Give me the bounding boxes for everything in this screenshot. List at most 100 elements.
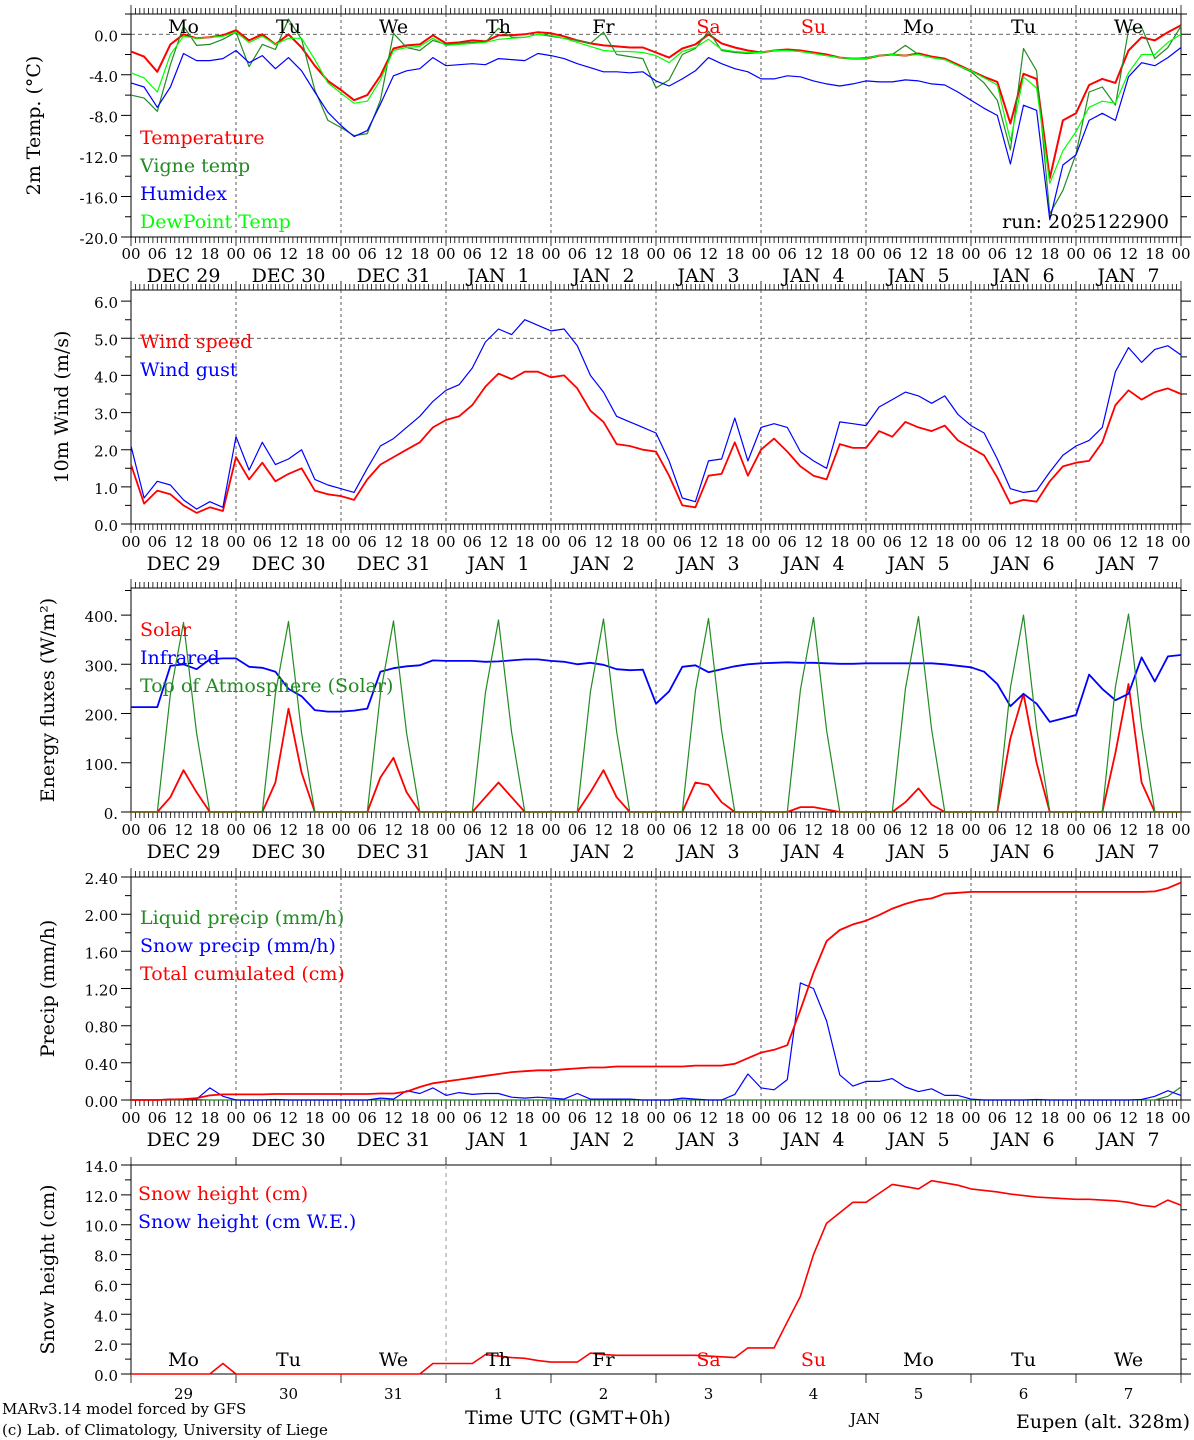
x-hour-label: 18 bbox=[1145, 245, 1164, 263]
x-date-label: JAN 5 bbox=[885, 265, 949, 287]
x-hour-label: 00 bbox=[856, 245, 875, 263]
panel-1 bbox=[121, 5, 1191, 246]
x-day-number: 29 bbox=[174, 1385, 193, 1403]
x-hour-label: 06 bbox=[673, 533, 692, 551]
legend-entry: Temperature bbox=[140, 127, 264, 149]
x-hour-label: 18 bbox=[725, 821, 744, 839]
weekday-label: Fr bbox=[592, 1349, 615, 1371]
x-date-label: JAN 6 bbox=[990, 265, 1054, 287]
x-date-label: JAN 3 bbox=[675, 841, 739, 863]
x-hour-label: 18 bbox=[1040, 821, 1059, 839]
x-hour-label: 18 bbox=[305, 821, 324, 839]
legend-entry: Infrared bbox=[140, 647, 220, 669]
y-tick-label: -12.0 bbox=[80, 149, 118, 167]
weekday-label: Tu bbox=[276, 16, 301, 38]
x-hour-label: 06 bbox=[1093, 533, 1112, 551]
x-hour-label: 06 bbox=[463, 821, 482, 839]
x-hour-label: 12 bbox=[594, 1109, 613, 1127]
x-hour-label: 06 bbox=[673, 1109, 692, 1127]
x-hour-label: 00 bbox=[226, 245, 245, 263]
time-ticks bbox=[130, 281, 1182, 533]
x-date-label: JAN 4 bbox=[780, 553, 844, 575]
x-hour-label: 12 bbox=[699, 1109, 718, 1127]
x-hour-label: 12 bbox=[804, 533, 823, 551]
x-hour-label: 18 bbox=[620, 533, 639, 551]
x-date-label: DEC 31 bbox=[357, 841, 431, 863]
y-tick-label: 0.0 bbox=[94, 517, 118, 535]
x-day-number: 4 bbox=[809, 1385, 819, 1403]
x-date-label: DEC 31 bbox=[357, 1129, 431, 1151]
x-hour-label: 06 bbox=[568, 533, 587, 551]
time-ticks bbox=[130, 868, 1182, 1109]
legend-entry: Snow height (cm) bbox=[138, 1183, 308, 1205]
x-hour-label: 18 bbox=[830, 533, 849, 551]
x-hour-label: 12 bbox=[1119, 245, 1138, 263]
x-hour-label: 12 bbox=[1014, 533, 1033, 551]
y-tick-label: 300. bbox=[85, 657, 118, 675]
y-axis-title: Precip (mm/h) bbox=[37, 920, 59, 1058]
weekday-label: Th bbox=[486, 16, 511, 38]
x-hour-label: 12 bbox=[804, 245, 823, 263]
x-hour-label: 00 bbox=[226, 533, 245, 551]
x-hour-label: 00 bbox=[751, 821, 770, 839]
y-ticks bbox=[121, 876, 1191, 1101]
y-tick-label: 200. bbox=[85, 707, 118, 725]
y-tick-label: 0. bbox=[104, 805, 118, 823]
x-hour-label: 18 bbox=[200, 821, 219, 839]
x-hour-label: 12 bbox=[804, 1109, 823, 1127]
x-hour-label: 12 bbox=[909, 533, 928, 551]
x-date-label: DEC 30 bbox=[252, 841, 326, 863]
x-hour-label: 00 bbox=[646, 533, 665, 551]
x-hour-label: 06 bbox=[568, 821, 587, 839]
x-date-label: JAN 1 bbox=[465, 265, 529, 287]
x-hour-label: 18 bbox=[1040, 245, 1059, 263]
y-axis-title: Energy fluxes (W/m²) bbox=[37, 598, 59, 802]
weekday-label: Th bbox=[486, 1349, 511, 1371]
y-tick-label: 6.0 bbox=[94, 294, 118, 312]
time-ticks bbox=[130, 5, 1182, 246]
x-hour-label: 06 bbox=[883, 533, 902, 551]
y-tick-label: 1.20 bbox=[85, 982, 118, 1000]
x-date-label: DEC 29 bbox=[147, 841, 221, 863]
x-date-label: JAN 7 bbox=[1095, 265, 1159, 287]
x-hour-label: 12 bbox=[174, 245, 193, 263]
x-date-label: JAN 1 bbox=[465, 841, 529, 863]
x-hour-label: 12 bbox=[909, 245, 928, 263]
x-date-label: JAN 4 bbox=[780, 1129, 844, 1151]
x-date-label: DEC 31 bbox=[357, 265, 431, 287]
x-hour-label: 06 bbox=[883, 821, 902, 839]
x-date-label: JAN 6 bbox=[990, 841, 1054, 863]
x-hour-label: 18 bbox=[935, 533, 954, 551]
x-hour-label: 00 bbox=[121, 821, 140, 839]
x-hour-label: 18 bbox=[515, 1109, 534, 1127]
panel-4 bbox=[121, 868, 1191, 1109]
x-hour-label: 18 bbox=[200, 245, 219, 263]
legend-entry: Top of Atmosphere (Solar) bbox=[140, 675, 393, 697]
series-line-top-of-atmosphere-solar bbox=[131, 613, 1181, 813]
x-date-label: JAN 7 bbox=[1095, 553, 1159, 575]
y-ticks bbox=[121, 300, 1191, 525]
x-date-label: JAN 1 bbox=[465, 553, 529, 575]
weekday-label: Mo bbox=[903, 1349, 934, 1371]
weekday-label: Mo bbox=[168, 16, 199, 38]
series-line-snow-precip-mm-h bbox=[131, 982, 1182, 1101]
x-hour-label: 00 bbox=[1066, 245, 1085, 263]
x-hour-label: 12 bbox=[174, 1109, 193, 1127]
legend-entry: Snow precip (mm/h) bbox=[140, 935, 336, 957]
x-hour-label: 12 bbox=[384, 245, 403, 263]
x-hour-label: 00 bbox=[961, 1109, 980, 1127]
panel-3 bbox=[121, 579, 1191, 821]
x-hour-label: 06 bbox=[148, 1109, 167, 1127]
x-hour-label: 18 bbox=[725, 1109, 744, 1127]
x-hour-label: 00 bbox=[541, 1109, 560, 1127]
x-hour-label: 12 bbox=[1119, 1109, 1138, 1127]
y-tick-label: -16.0 bbox=[80, 189, 118, 207]
weekday-label: Sa bbox=[696, 16, 720, 38]
x-hour-label: 12 bbox=[489, 245, 508, 263]
x-hour-label: 00 bbox=[541, 245, 560, 263]
x-hour-label: 18 bbox=[620, 1109, 639, 1127]
series-line-humidex bbox=[130, 47, 1182, 221]
x-hour-label: 00 bbox=[541, 533, 560, 551]
station-label: Eupen (alt. 328m) bbox=[1016, 1411, 1190, 1433]
